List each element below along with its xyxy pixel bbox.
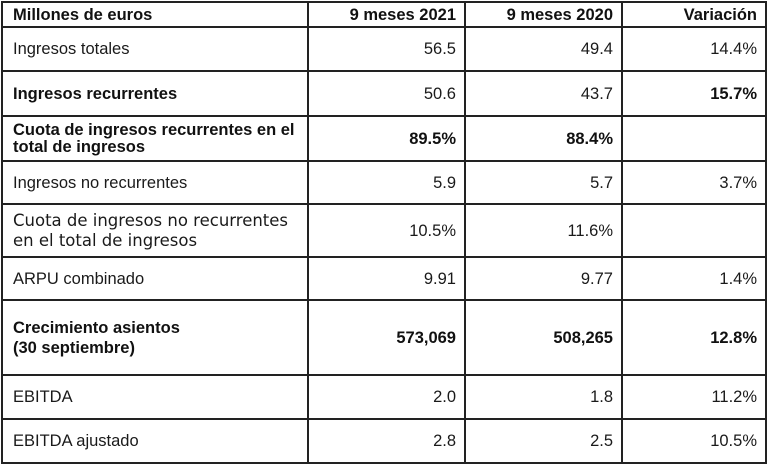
row-label: Crecimiento asientos (30 septiembre) — [1, 299, 309, 376]
table-row: EBITDA ajustado 2.8 2.5 10.5% — [1, 418, 767, 464]
cell-9m-2021: 56.5 — [307, 26, 466, 72]
row-label: Ingresos recurrentes — [1, 70, 309, 117]
cell-9m-2020: 43.7 — [464, 70, 623, 117]
table-row: ARPU combinado 9.91 9.77 1.4% — [1, 256, 767, 301]
row-label: EBITDA — [1, 374, 309, 420]
table-row: Cuota de ingresos no recurrentes en el t… — [1, 203, 767, 258]
cell-9m-2020: 2.5 — [464, 418, 623, 464]
cell-variation: 14.4% — [621, 26, 767, 72]
table-row: Ingresos no recurrentes 5.9 5.7 3.7% — [1, 160, 767, 205]
row-label-line-1: Crecimiento asientos — [13, 318, 180, 337]
table-header-row: Millones de euros 9 meses 2021 9 meses 2… — [1, 1, 767, 28]
cell-9m-2020: 1.8 — [464, 374, 623, 420]
cell-variation: 12.8% — [621, 299, 767, 376]
table-row: Ingresos recurrentes 50.6 43.7 15.7% — [1, 70, 767, 117]
column-header-variation: Variación — [621, 1, 767, 28]
cell-9m-2021: 5.9 — [307, 160, 466, 205]
cell-variation — [621, 115, 767, 162]
row-label: Ingresos totales — [1, 26, 309, 72]
cell-9m-2021: 573,069 — [307, 299, 466, 376]
row-label: Cuota de ingresos recurrentes en el tota… — [1, 115, 309, 162]
cell-9m-2020: 88.4% — [464, 115, 623, 162]
cell-variation: 15.7% — [621, 70, 767, 117]
cell-9m-2021: 50.6 — [307, 70, 466, 117]
column-header-metric: Millones de euros — [1, 1, 309, 28]
cell-9m-2020: 11.6% — [464, 203, 623, 258]
cell-9m-2020: 49.4 — [464, 26, 623, 72]
cell-variation: 11.2% — [621, 374, 767, 420]
row-label: EBITDA ajustado — [1, 418, 309, 464]
table-row: Ingresos totales 56.5 49.4 14.4% — [1, 26, 767, 72]
row-label: Ingresos no recurrentes — [1, 160, 309, 205]
table-row: Crecimiento asientos (30 septiembre) 573… — [1, 299, 767, 376]
cell-9m-2021: 2.0 — [307, 374, 466, 420]
cell-variation: 10.5% — [621, 418, 767, 464]
row-label: Cuota de ingresos no recurrentes en el t… — [1, 203, 309, 258]
table-row: Cuota de ingresos recurrentes en el tota… — [1, 115, 767, 162]
cell-9m-2020: 508,265 — [464, 299, 623, 376]
column-header-9m-2020: 9 meses 2020 — [464, 1, 623, 28]
cell-9m-2021: 2.8 — [307, 418, 466, 464]
cell-9m-2020: 9.77 — [464, 256, 623, 301]
cell-9m-2021: 89.5% — [307, 115, 466, 162]
row-label: ARPU combinado — [1, 256, 309, 301]
cell-variation — [621, 203, 767, 258]
cell-9m-2020: 5.7 — [464, 160, 623, 205]
cell-variation: 1.4% — [621, 256, 767, 301]
column-header-9m-2021: 9 meses 2021 — [307, 1, 466, 28]
cell-9m-2021: 10.5% — [307, 203, 466, 258]
cell-variation: 3.7% — [621, 160, 767, 205]
cell-9m-2021: 9.91 — [307, 256, 466, 301]
row-label-line-2: (30 septiembre) — [13, 338, 135, 357]
table-row: EBITDA 2.0 1.8 11.2% — [1, 374, 767, 420]
